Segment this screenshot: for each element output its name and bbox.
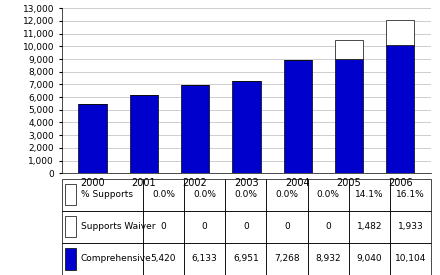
Bar — [349, 179, 390, 211]
Text: 6,133: 6,133 — [192, 254, 217, 263]
Bar — [225, 211, 267, 243]
Text: 0.0%: 0.0% — [193, 190, 216, 199]
Bar — [181, 85, 209, 173]
Bar — [130, 95, 158, 173]
Bar — [143, 179, 184, 211]
Bar — [349, 211, 390, 243]
Bar — [267, 179, 308, 211]
Text: Comprehensive: Comprehensive — [81, 254, 151, 263]
Bar — [184, 179, 225, 211]
Bar — [386, 20, 414, 45]
Text: 1,933: 1,933 — [398, 222, 423, 231]
Bar — [335, 59, 363, 173]
Bar — [390, 243, 431, 275]
Text: % Supports: % Supports — [81, 190, 133, 199]
Text: 0.0%: 0.0% — [152, 190, 175, 199]
Bar — [267, 211, 308, 243]
Bar — [225, 179, 267, 211]
Bar — [390, 211, 431, 243]
Text: 6,951: 6,951 — [233, 254, 259, 263]
Text: 5,420: 5,420 — [151, 254, 176, 263]
Bar — [225, 243, 267, 275]
Bar — [62, 243, 143, 275]
Bar — [62, 179, 143, 211]
Bar — [143, 243, 184, 275]
Text: 0: 0 — [202, 222, 208, 231]
Bar — [335, 40, 363, 59]
Bar — [308, 179, 349, 211]
Text: 10,104: 10,104 — [395, 254, 426, 263]
Bar — [78, 104, 106, 173]
Text: 0.0%: 0.0% — [317, 190, 340, 199]
Text: 0: 0 — [284, 222, 290, 231]
Text: 16.1%: 16.1% — [396, 190, 425, 199]
Text: 7,268: 7,268 — [274, 254, 300, 263]
Text: 9,040: 9,040 — [356, 254, 382, 263]
Bar — [65, 184, 77, 205]
Bar — [349, 243, 390, 275]
Bar — [308, 211, 349, 243]
Bar — [184, 211, 225, 243]
Bar — [232, 81, 260, 173]
Text: 14.1%: 14.1% — [355, 190, 384, 199]
Text: 0: 0 — [325, 222, 331, 231]
Bar — [143, 211, 184, 243]
Text: 0: 0 — [243, 222, 249, 231]
Bar — [267, 243, 308, 275]
Bar — [65, 248, 77, 270]
Bar — [65, 216, 77, 237]
Text: 8,932: 8,932 — [315, 254, 341, 263]
Text: 0.0%: 0.0% — [275, 190, 299, 199]
Text: Supports Waiver: Supports Waiver — [81, 222, 155, 231]
Bar — [390, 179, 431, 211]
Bar — [62, 211, 143, 243]
Bar — [184, 243, 225, 275]
Bar — [386, 45, 414, 173]
Text: 0.0%: 0.0% — [235, 190, 257, 199]
Text: 0: 0 — [161, 222, 166, 231]
Text: 1,482: 1,482 — [357, 222, 382, 231]
Bar — [284, 60, 312, 173]
Bar — [308, 243, 349, 275]
